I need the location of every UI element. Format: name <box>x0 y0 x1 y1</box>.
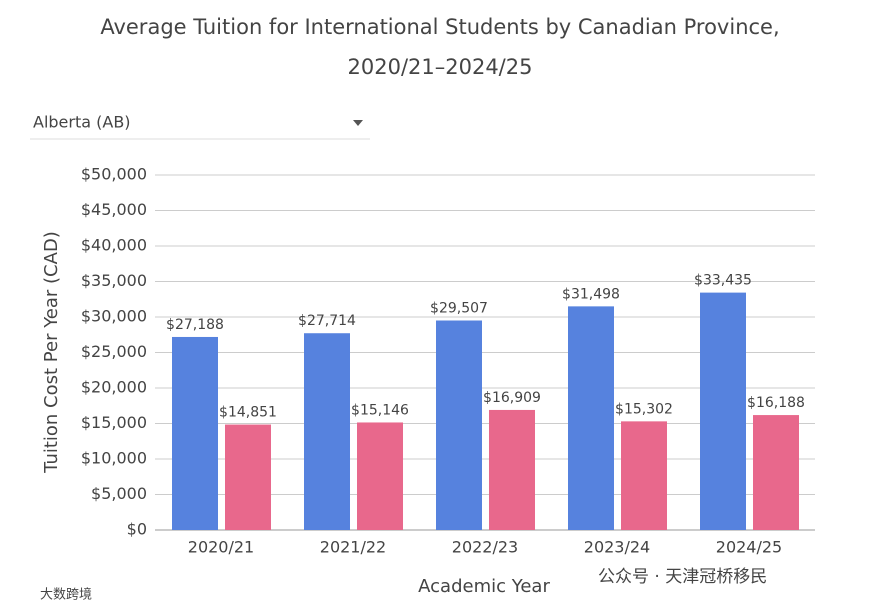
watermark: 公众号 · 天津冠桥移民 <box>598 567 767 587</box>
bar <box>172 336 218 530</box>
y-tick-label: $40,000 <box>81 236 147 255</box>
y-tick-label: $35,000 <box>81 271 147 290</box>
value-label: $14,851 <box>219 405 277 421</box>
bar <box>225 424 271 530</box>
y-tick-label: $45,000 <box>81 200 147 219</box>
value-label: $31,498 <box>562 286 620 302</box>
bar <box>357 422 403 530</box>
y-tick-label: $5,000 <box>91 484 147 503</box>
y-tick-label: $50,000 <box>81 165 147 184</box>
value-label: $15,146 <box>351 402 409 418</box>
y-tick-label: $0 <box>127 520 147 539</box>
x-tick-label: 2024/25 <box>716 538 782 557</box>
y-tick-label: $25,000 <box>81 342 147 361</box>
y-axis-title: Tuition Cost Per Year (CAD) <box>41 231 62 474</box>
y-tick-label: $30,000 <box>81 307 147 326</box>
chart-title: Average Tuition for International Studen… <box>100 15 779 39</box>
value-label: $29,507 <box>430 301 488 317</box>
bar <box>753 415 799 530</box>
x-tick-label: 2021/22 <box>320 538 386 557</box>
value-label: $27,714 <box>298 313 356 329</box>
watermark: 大数跨境 <box>40 588 92 603</box>
bar <box>436 320 482 530</box>
y-tick-label: $20,000 <box>81 378 147 397</box>
y-tick-label: $10,000 <box>81 449 147 468</box>
bar <box>568 306 614 530</box>
value-label: $27,188 <box>166 317 224 333</box>
dropdown-value[interactable]: Alberta (AB) <box>33 113 131 132</box>
value-label: $15,302 <box>615 401 673 417</box>
value-label: $16,188 <box>747 395 805 411</box>
x-tick-label: 2020/21 <box>188 538 254 557</box>
x-tick-label: 2022/23 <box>452 538 518 557</box>
value-label: $16,909 <box>483 390 541 406</box>
y-tick-label: $15,000 <box>81 413 147 432</box>
x-axis-title: Academic Year <box>418 576 550 597</box>
bar <box>621 421 667 530</box>
bar <box>489 409 535 530</box>
dropdown[interactable]: Alberta (AB) <box>30 113 370 140</box>
chart-title: 2020/21–2024/25 <box>348 55 533 79</box>
dropdown-arrow[interactable] <box>353 120 363 126</box>
bar <box>700 292 746 530</box>
x-tick-label: 2023/24 <box>584 538 650 557</box>
value-label: $33,435 <box>694 273 752 289</box>
bar <box>304 333 350 530</box>
